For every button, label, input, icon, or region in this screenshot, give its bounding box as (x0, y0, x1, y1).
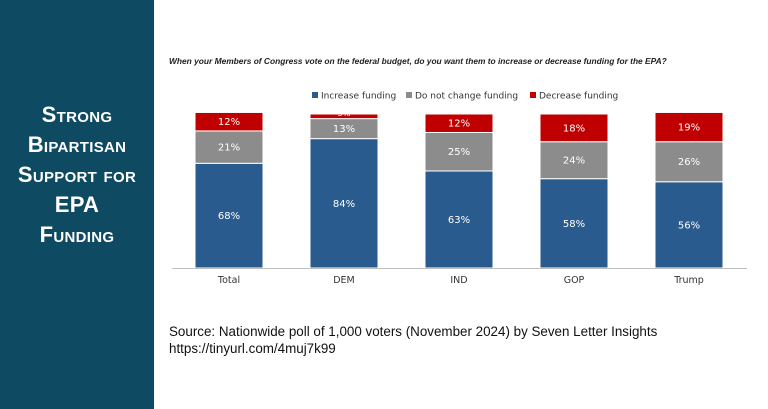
data-label-gop-series-1: 58% (563, 219, 585, 230)
sidebar-title-line-1: Strong (41, 102, 113, 127)
data-label-total-series-1: 68% (218, 211, 240, 222)
sidebar-title-line-3: Support for (17, 162, 137, 187)
sidebar-title-line-4: EPA (54, 192, 100, 217)
x-tick-label-trump: Trump (673, 275, 704, 286)
source-note: Source: Nationwide poll of 1,000 voters … (169, 323, 759, 357)
sidebar-title-line-5: Funding (39, 222, 115, 247)
bar-total-series-3 (194, 111, 264, 132)
bar-gop-series-2 (539, 141, 609, 180)
data-label-dem-series-1: 84% (333, 199, 355, 210)
data-label-gop-series-3: 18% (563, 123, 585, 134)
bar-trump-series-2 (654, 141, 724, 183)
data-label-ind-series-2: 25% (448, 147, 470, 158)
data-label-trump-series-2: 26% (678, 157, 700, 168)
data-label-total-series-3: 12% (218, 117, 240, 128)
bar-total-series-1 (194, 162, 264, 269)
bar-trump-series-1 (654, 181, 724, 269)
data-label-total-series-2: 21% (218, 143, 240, 154)
x-tick-label-dem: DEM (333, 275, 355, 286)
data-label-trump-series-3: 19% (678, 123, 700, 134)
sidebar-title-line-2: Bipartisan (27, 132, 127, 157)
data-label-dem-series-3: 3% (338, 109, 351, 118)
bar-gop-series-3 (539, 113, 609, 143)
legend-label-1: Increase funding (321, 92, 396, 102)
x-tick-label-total: Total (217, 275, 240, 286)
legend-swatch-1 (312, 92, 318, 98)
bar-total-series-2 (194, 130, 264, 164)
bar-ind-series-3 (424, 113, 494, 133)
legend-label-2: Do not change funding (415, 92, 518, 102)
source-line: Source: Nationwide poll of 1,000 voters … (169, 324, 658, 339)
source-url[interactable]: https://tinyurl.com/4muj7k99 (169, 341, 336, 356)
stacked-bar-chart: Increase funding Do not change funding Dec… (172, 92, 747, 286)
x-tick-label-ind: IND (450, 275, 467, 286)
legend-swatch-2 (406, 92, 412, 98)
data-label-ind-series-1: 63% (448, 215, 470, 226)
data-label-gop-series-2: 24% (563, 156, 585, 167)
legend-label-3: Decrease funding (539, 92, 618, 102)
sidebar-title: Strong Bipartisan Support for EPA Fundin… (0, 100, 154, 250)
bar-dem-series-1 (309, 138, 379, 269)
data-label-dem-series-2: 13% (333, 124, 355, 135)
sidebar: Strong Bipartisan Support for EPA Fundin… (0, 0, 154, 409)
chart-question: When your Members of Congress vote on th… (169, 56, 667, 66)
x-tick-label-gop: GOP (564, 275, 585, 286)
bar-dem-series-3 (309, 113, 379, 120)
bar-trump-series-3 (654, 111, 724, 143)
legend-swatch-3 (530, 92, 536, 98)
data-label-ind-series-3: 12% (448, 119, 470, 130)
data-label-trump-series-1: 56% (678, 220, 700, 231)
